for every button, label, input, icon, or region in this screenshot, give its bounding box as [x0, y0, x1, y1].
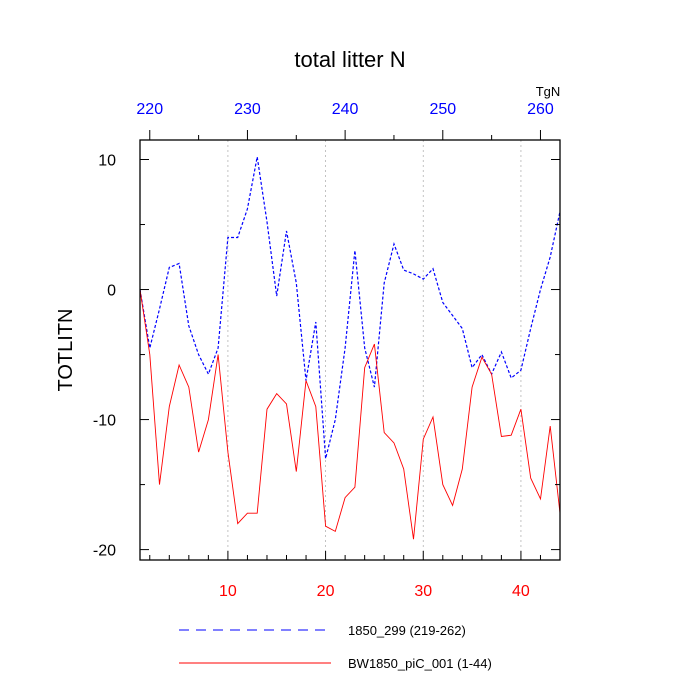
y-axis-label: TOTLITN [55, 309, 77, 392]
chart-title: total litter N [294, 47, 405, 72]
x-tick-label-bottom: 40 [512, 583, 530, 600]
y-tick-label: 10 [98, 153, 116, 170]
series-line [139, 289, 561, 540]
tick-labels: 10 20 30 40 220 230 240 250 260 10 0 -10 -20 [93, 101, 554, 600]
x-tick-label-top: 220 [136, 101, 163, 118]
x-tick-label-top: 260 [527, 101, 554, 118]
x-tick-label-bottom: 20 [317, 583, 335, 600]
x-tick-label-bottom: 30 [414, 583, 432, 600]
y-tick-label: 0 [107, 283, 116, 300]
x-tick-label-top: 240 [332, 101, 359, 118]
series-line [139, 156, 561, 459]
x-tick-label-bottom: 10 [219, 583, 237, 600]
gridlines [227, 140, 522, 560]
legend-label: BW1850_piC_001 (1-44) [348, 656, 492, 671]
plot-frame [139, 139, 561, 561]
legend: 1850_299 (219-262) BW1850_piC_001 (1-44) [179, 623, 492, 671]
y-tick-label: -20 [93, 543, 116, 560]
top-axis-units-label: TgN [536, 84, 561, 99]
y-tick-label: -10 [93, 413, 116, 430]
x-tick-label-top: 250 [429, 101, 456, 118]
legend-label: 1850_299 (219-262) [348, 623, 466, 638]
series-layer [139, 156, 561, 540]
x-tick-label-top: 230 [234, 101, 261, 118]
tick-marks [140, 130, 561, 560]
